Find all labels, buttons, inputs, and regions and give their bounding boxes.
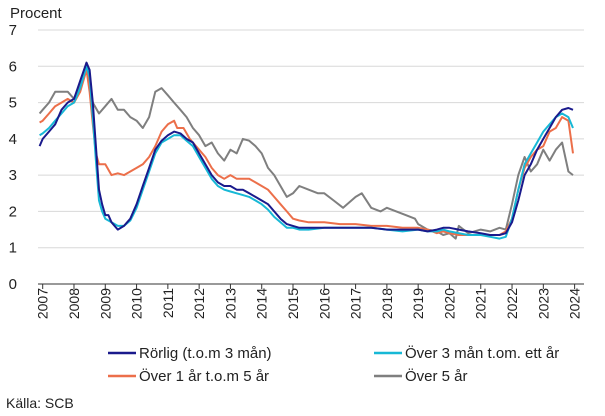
series-line-1 (39, 65, 574, 240)
y-tick-label: 3 (9, 167, 17, 184)
series-line-3 (38, 61, 574, 240)
y-tick-label: 6 (9, 58, 17, 75)
x-tick-label: 2013 (222, 288, 238, 319)
legend-label-3: Över 5 år (405, 367, 468, 385)
series-line-2 (39, 68, 574, 236)
x-tick-label: 2017 (348, 288, 364, 319)
x-tick-label: 2009 (97, 288, 113, 319)
series-line-0 (38, 61, 574, 236)
x-tick-label: 2022 (504, 288, 520, 319)
x-tick-label: 2016 (316, 288, 332, 319)
x-tick-label: 2010 (129, 288, 145, 319)
x-axis: 2007 2008 2009 2010 2011 2012 2013 2014 2015 2016… (35, 283, 584, 319)
gridlines (38, 29, 584, 285)
x-tick-label: 2021 (473, 288, 489, 319)
x-tick-label: 2014 (254, 288, 270, 319)
legend-label-2: Över 1 år t.o.m 5 år (139, 367, 269, 385)
y-tick-label: 0 (9, 276, 17, 293)
x-tick-label: 2015 (285, 288, 301, 319)
legend: Rörlig (t.o.m 3 mån) Över 3 mån t.om. ett… (108, 344, 559, 385)
x-tick-label: 2011 (160, 288, 176, 318)
source-note: Källa: SCB (6, 395, 74, 411)
x-tick-label: 2008 (66, 288, 82, 319)
series-lines (38, 61, 574, 240)
legend-label-1: Över 3 mån t.om. ett år (405, 344, 559, 362)
x-tick-label: 2020 (441, 288, 457, 319)
x-tick-label: 2018 (379, 288, 395, 319)
legend-label-0: Rörlig (t.o.m 3 mån) (139, 345, 272, 362)
y-tick-label: 2 (9, 203, 17, 220)
x-tick-label: 2019 (410, 288, 426, 319)
y-tick-label: 1 (9, 240, 17, 257)
y-tick-label: 7 (9, 22, 17, 39)
x-tick-label: 2012 (191, 288, 207, 319)
y-tick-labels: 0 1 2 3 4 5 6 7 (9, 22, 17, 293)
y-axis-label: Procent (10, 5, 63, 22)
y-tick-label: 5 (9, 95, 17, 112)
x-tick-label: 2023 (535, 288, 551, 319)
x-tick-label: 2007 (35, 288, 51, 319)
x-tick-label: 2024 (567, 288, 583, 319)
y-tick-label: 4 (9, 131, 17, 148)
